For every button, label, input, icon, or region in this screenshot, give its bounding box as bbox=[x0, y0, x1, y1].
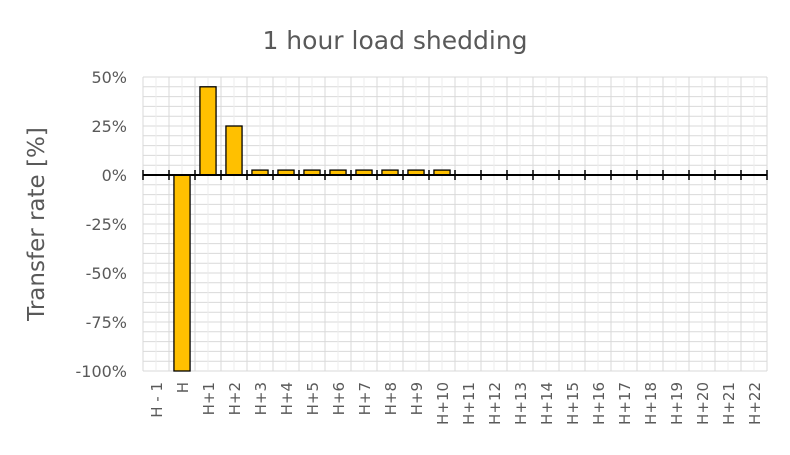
y-tick-label: 25% bbox=[91, 117, 127, 136]
bar bbox=[173, 174, 191, 372]
x-tick-label: H+9 bbox=[408, 382, 426, 415]
x-tick-label: H+4 bbox=[278, 382, 296, 415]
x-tick-label: H+14 bbox=[538, 382, 556, 425]
x-tick-label: H+5 bbox=[304, 382, 322, 415]
y-tick-label: -100% bbox=[75, 362, 127, 381]
x-tick-label: H+17 bbox=[616, 382, 634, 425]
y-tick-label: 50% bbox=[91, 68, 127, 87]
x-tick-label: H+3 bbox=[252, 382, 270, 415]
x-tick-label: H+10 bbox=[434, 382, 452, 425]
chart-title: 1 hour load shedding bbox=[262, 26, 528, 55]
x-tick-label: H - 1 bbox=[148, 382, 166, 418]
x-tick-label: H+1 bbox=[200, 382, 218, 415]
bar bbox=[199, 86, 217, 176]
bar bbox=[225, 125, 243, 176]
x-tick-label: H+15 bbox=[564, 382, 582, 425]
y-tick-label: -50% bbox=[86, 264, 127, 283]
x-tick-label: H+22 bbox=[746, 382, 764, 425]
y-tick-label: -75% bbox=[86, 313, 127, 332]
x-tick-label: H+2 bbox=[226, 382, 244, 415]
x-tick-label: H+20 bbox=[694, 382, 712, 425]
x-tick-label: H+6 bbox=[330, 382, 348, 415]
y-tick-label: -25% bbox=[86, 215, 127, 234]
x-tick-label: H+12 bbox=[486, 382, 504, 425]
x-tick-label: H+19 bbox=[668, 382, 686, 425]
x-tick-label: H+21 bbox=[720, 382, 738, 425]
y-tick-label: 0% bbox=[102, 166, 127, 185]
x-tick-label: H+18 bbox=[642, 382, 660, 425]
x-tick-label: H+16 bbox=[590, 382, 608, 425]
y-axis-title: Transfer rate [%] bbox=[24, 127, 50, 322]
x-tick-label: H+13 bbox=[512, 382, 530, 425]
x-tick-label: H bbox=[174, 382, 192, 393]
x-tick-label: H+7 bbox=[356, 382, 374, 415]
x-tick-label: H+11 bbox=[460, 382, 478, 425]
x-tick-label: H+8 bbox=[382, 382, 400, 415]
